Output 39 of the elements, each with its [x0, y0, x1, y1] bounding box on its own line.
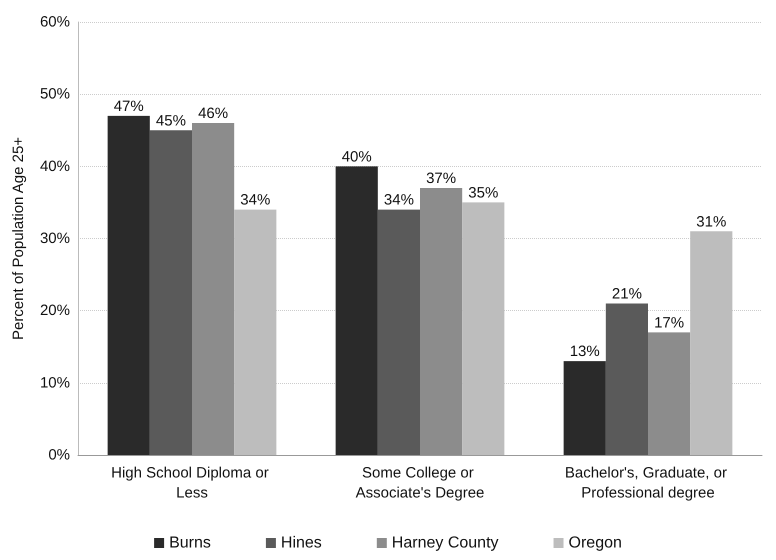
data-label: 35% [468, 184, 498, 202]
data-label: 13% [570, 343, 600, 360]
y-tick-label: 60% [40, 14, 70, 30]
data-label: 47% [114, 98, 144, 115]
data-label: 34% [384, 192, 414, 209]
bar [648, 332, 690, 455]
y-tick-label: 10% [40, 374, 70, 392]
bar [420, 188, 462, 455]
data-label: 31% [696, 213, 726, 230]
bar [336, 166, 378, 455]
y-tick-label: 0% [48, 446, 70, 464]
x-tick-label: Bachelor's, Graduate, or Professional degree [564, 464, 732, 502]
bar [150, 130, 192, 455]
data-label: 40% [342, 148, 372, 166]
data-label: 34% [240, 192, 270, 209]
data-label: 45% [156, 112, 186, 130]
y-tick-label: 20% [40, 302, 70, 320]
bar [462, 202, 504, 455]
bar [108, 116, 150, 455]
y-tick-label: 30% [40, 230, 70, 247]
y-axis-title: Percent of Population Age 25+ [10, 136, 27, 340]
legend-label: Harney County [392, 534, 499, 552]
x-tick-label: Some College or Associate's Degree [356, 464, 484, 502]
y-tick-label: 40% [40, 158, 70, 175]
legend-label: Hines [280, 534, 322, 552]
bar [192, 123, 234, 455]
y-tick-label: 50% [40, 86, 70, 103]
legend-label: Burns [169, 534, 211, 552]
data-label: 37% [426, 170, 456, 187]
bar [378, 210, 420, 455]
bar [606, 303, 648, 455]
bar [234, 210, 276, 455]
x-tick-label: High School Diploma or Less [111, 464, 273, 502]
data-label: 21% [612, 285, 642, 302]
data-label: 17% [654, 314, 684, 332]
legend-label: Oregon [568, 534, 622, 552]
data-label: 46% [198, 105, 228, 122]
bar [564, 361, 606, 455]
bar [690, 231, 732, 455]
